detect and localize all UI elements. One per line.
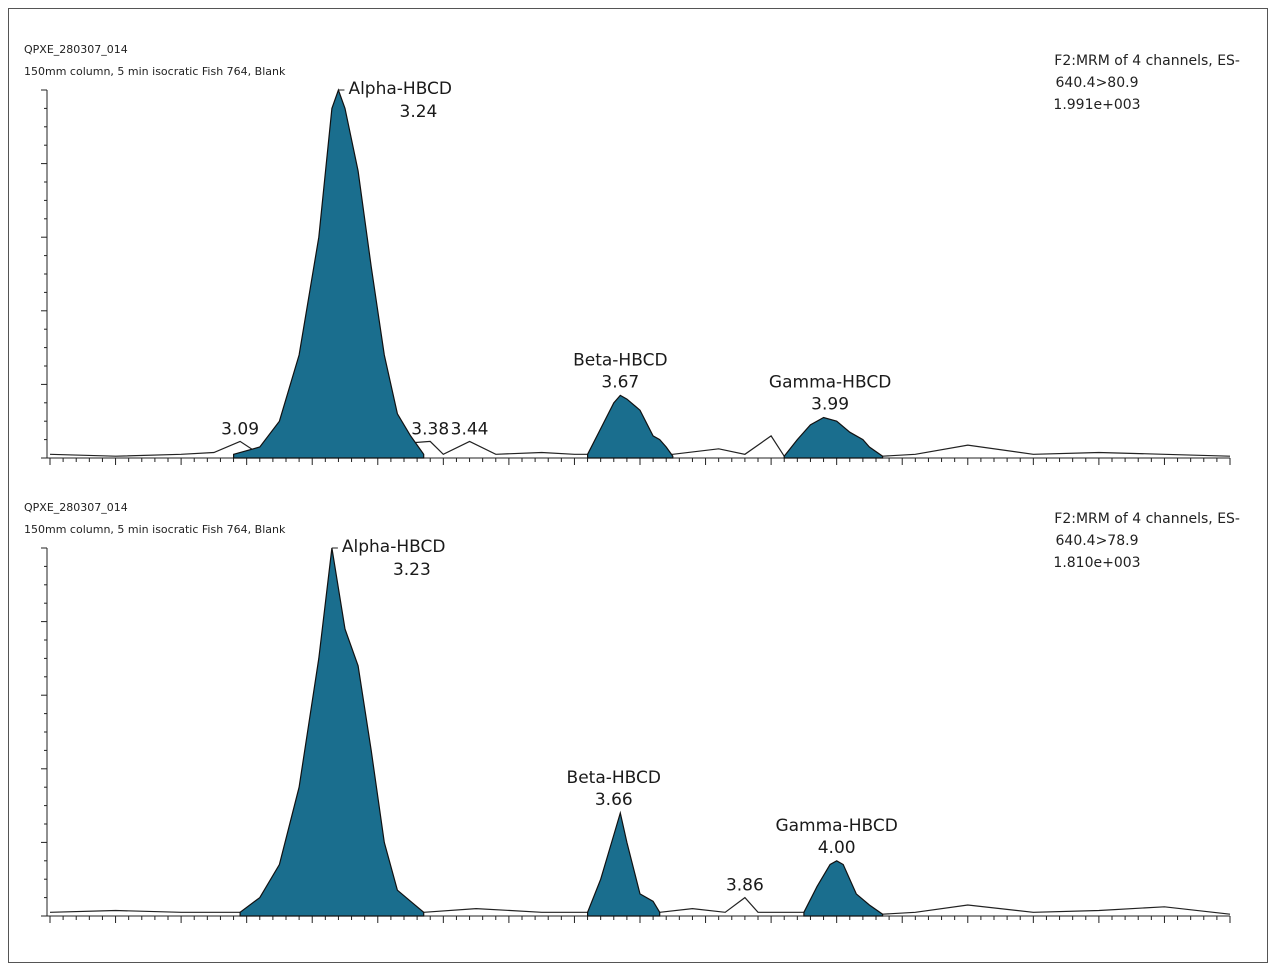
peak-name-label: Alpha-HBCD [342,537,446,557]
peak-rt-label: 3.99 [811,395,849,415]
peak-name-label: Alpha-HBCD [348,79,452,99]
peak-rt-label: 3.09 [221,419,259,439]
peak-area [233,88,425,459]
peak-rt-label: 4.00 [818,838,856,858]
transition-info: 640.4>78.9 [1055,533,1139,549]
peak-area [587,394,674,459]
peak-area [239,547,425,917]
transition-info: 640.4>80.9 [1055,75,1139,91]
figure-frame [8,8,1268,963]
panel-file-name: QPXE_280307_014 [24,43,128,56]
panel-description: 150mm column, 5 min isocratic Fish 764, … [24,65,286,78]
intensity-info: 1.991e+003 [1053,97,1141,113]
peak-name-label: Gamma-HBCD [775,816,897,836]
intensity-info: 1.810e+003 [1053,555,1141,571]
peak-name-label: Beta-HBCD [573,350,667,370]
peak-area [587,810,661,917]
peak-area [803,860,884,917]
peak-rt-label: 3.23 [393,560,431,580]
peak-rt-label: 3.66 [595,790,633,810]
channel-info: F2:MRM of 4 channels, ES- [1054,53,1240,69]
peak-rt-label: 3.44 [451,419,489,439]
peak-name-label: Gamma-HBCD [769,373,891,393]
peak-name-label: Beta-HBCD [567,768,661,788]
peak-rt-label: 3.24 [400,102,438,122]
peak-rt-label: 3.86 [726,876,764,896]
channel-info: F2:MRM of 4 channels, ES- [1054,511,1240,527]
chromatogram-panel-bottom: QPXE_280307_014 150mm column, 5 min isoc… [0,458,1280,928]
panel-description: 150mm column, 5 min isocratic Fish 764, … [24,523,286,536]
chromatogram-panel-top: QPXE_280307_014 150mm column, 5 min isoc… [0,0,1280,470]
peak-area [783,416,884,459]
peak-rt-label: 3.67 [601,372,639,392]
panel-file-name: QPXE_280307_014 [24,501,128,514]
peak-rt-label: 3.38 [411,419,449,439]
